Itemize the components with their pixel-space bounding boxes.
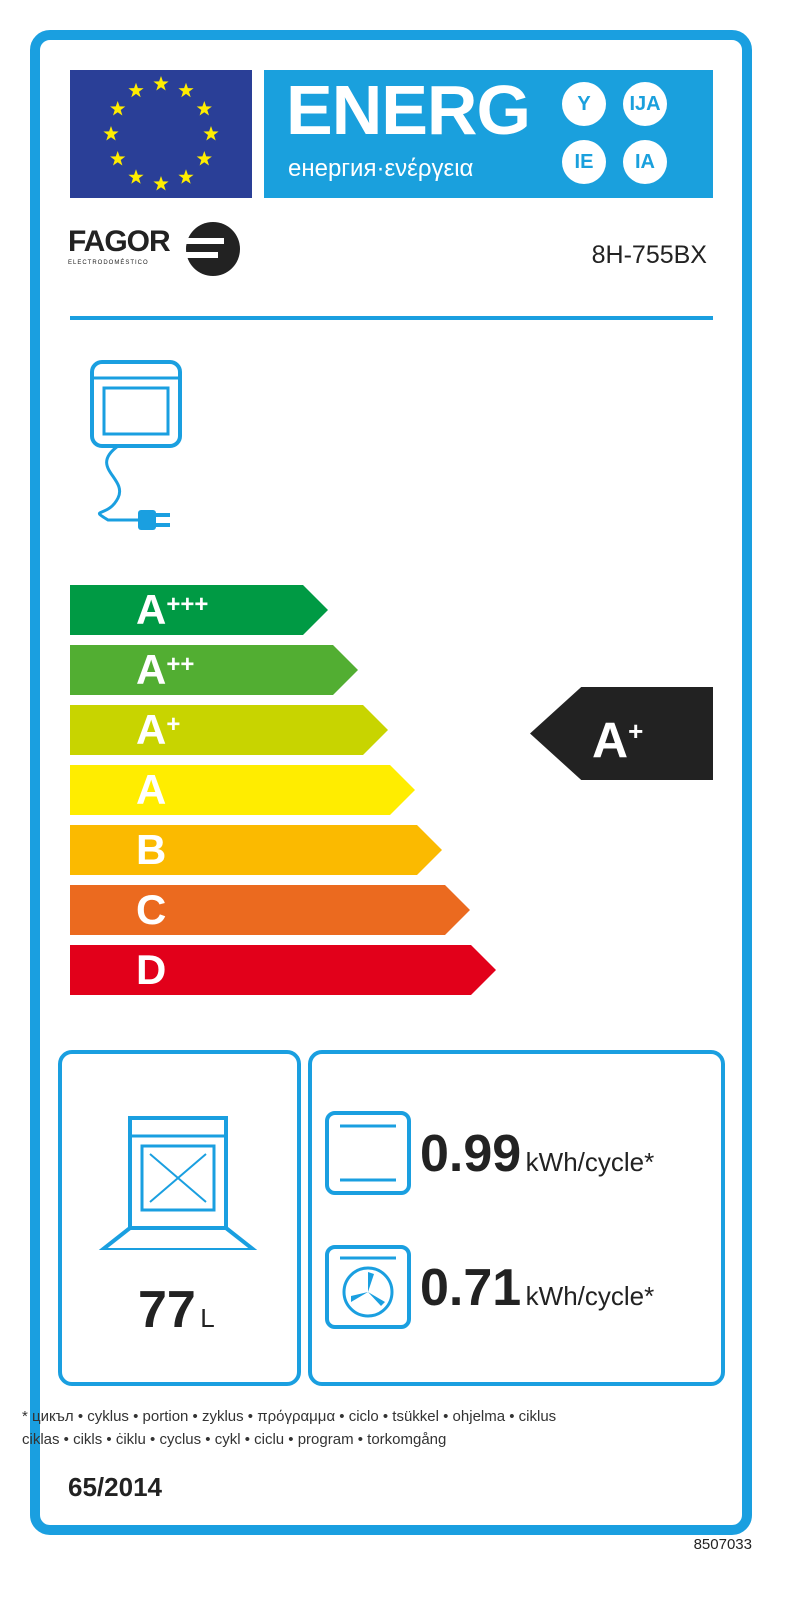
fan-forced-value: 0.71 [420,1259,522,1317]
oven-cavity-icon [98,1116,258,1250]
brand-tagline: ELECTRODOMÉSTICO [68,260,149,266]
energy-class-bar: A+++ [70,585,328,635]
conventional-unit: kWh/cycle* [525,1147,655,1177]
volume-value: 77 [138,1281,196,1339]
star-icon [178,82,194,98]
fagor-logo-icon [184,222,240,276]
energy-class-bar: B [70,825,442,875]
energy-class-label: A+ [136,706,181,753]
energy-class-label: D [136,946,167,993]
volume-unit: L [200,1303,215,1333]
star-icon [203,126,219,141]
star-icon [196,151,212,166]
conventional-value: 0.99 [420,1125,522,1183]
energy-class-bar: A+ [70,705,388,755]
consumption-box: 0.99 kWh/cycle* 0.71 kWh/cycle* [308,1050,725,1386]
suffix-ia: IA [623,140,667,184]
suffix-ie: IE [562,140,606,184]
star-icon [153,176,169,191]
brand-name: FAGOR [68,225,171,258]
energy-class-label: A++ [136,646,195,693]
energy-class-bar: D [70,945,496,995]
model-number: 8H-755BX [591,241,707,269]
label-code: 8507033 [693,1536,752,1553]
star-icon [110,151,126,166]
energy-class-label: A [136,766,167,813]
fan-forced-mode-icon [325,1245,411,1329]
footnote-line-2: ciklas • cikls • ċiklu • cyclus • cykl •… [22,1431,447,1448]
star-icon [196,101,212,116]
star-icon [128,169,144,184]
star-icon [153,76,169,91]
conventional-mode-icon [325,1111,411,1195]
star-icon [178,169,194,184]
energy-class-bar: A++ [70,645,358,695]
energy-subtitle: енергия·ενέργεια [288,155,474,182]
energy-class-label: C [136,886,167,933]
brand-logo: FAGOR ELECTRODOMÉSTICO [68,222,240,276]
suffix-ija: IJA [623,82,667,126]
energy-class-label: B [136,826,167,873]
star-icon [110,101,126,116]
divider [70,316,713,320]
volume-box: 77 L [58,1050,301,1386]
energy-class-bar: C [70,885,470,935]
rating-class: A+ [592,712,644,769]
footnote-line-1: * цикъл • cyklus • portion • zyklus • πρ… [22,1408,557,1425]
energy-class-bar: A [70,765,415,815]
energy-title: ENERG [286,71,531,149]
electric-oven-icon [90,360,182,530]
star-icon [128,82,144,98]
suffix-y: Y [562,82,606,126]
label-frame [30,30,752,1535]
eu-flag-icon [70,70,252,198]
regulation-number: 65/2014 [68,1472,162,1502]
energy-class-label: A+++ [136,586,209,633]
fan-forced-unit: kWh/cycle* [525,1281,655,1311]
star-icon [103,126,119,141]
energy-banner: ENERG енергия·ενέργεια Y IJA IE IA [264,70,713,198]
